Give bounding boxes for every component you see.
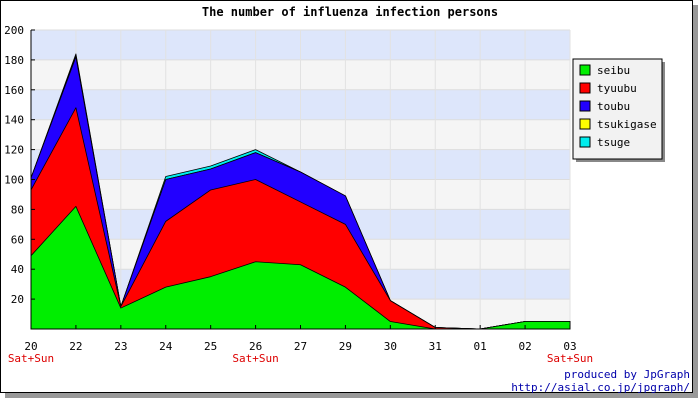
legend: seibu tyuubu toubu tsukigase tsuge — [572, 58, 665, 162]
y-tick-label: 200 — [4, 24, 24, 37]
legend-swatch-seibu — [579, 64, 591, 76]
y-tick-label: 140 — [4, 114, 24, 127]
legend-swatch-toubu — [579, 100, 591, 112]
x-tick-label: 24 — [159, 340, 173, 353]
y-tick-label: 40 — [11, 263, 24, 276]
series-areas — [30, 53, 571, 330]
x-tick-label: 30 — [384, 340, 397, 353]
y-axis-tick-labels: 20 40 60 80 100 120 140 160 180 200 — [4, 24, 24, 306]
legend-swatch-tsukigase — [579, 118, 591, 130]
weekend-label: Sat+Sun — [8, 352, 54, 365]
legend-swatch-tyuubu — [579, 82, 591, 94]
legend-label-tyuubu: tyuubu — [597, 82, 637, 95]
y-tick-label: 100 — [4, 174, 24, 187]
axes — [30, 29, 571, 330]
y-tick-label: 180 — [4, 54, 24, 67]
chart-title: The number of influenza infection person… — [202, 5, 498, 19]
y-tick-label: 120 — [4, 144, 24, 157]
legend-label-tsuge: tsuge — [597, 136, 630, 149]
x-tick-label: 01 — [474, 340, 487, 353]
y-tick-label: 160 — [4, 84, 24, 97]
x-tick-label: 22 — [69, 340, 82, 353]
x-tick-label: 20 — [24, 340, 37, 353]
legend-label-tsukigase: tsukigase — [597, 118, 657, 131]
legend-swatch-tsuge — [579, 136, 591, 148]
weekend-label: Sat+Sun — [547, 352, 593, 365]
weekend-labels: Sat+Sun Sat+Sun Sat+Sun — [8, 352, 593, 365]
y-tick-label: 20 — [11, 293, 24, 306]
footer-credit: produced by JpGraph — [564, 368, 690, 381]
x-tick-label: 31 — [429, 340, 442, 353]
area-seibu — [30, 206, 571, 330]
x-tick-label: 23 — [114, 340, 127, 353]
x-axis-tick-labels: 20 22 23 24 25 26 27 29 30 31 01 02 03 — [24, 340, 576, 353]
y-tick-label: 60 — [11, 233, 24, 246]
x-tick-label: 29 — [339, 340, 352, 353]
x-tick-label: 26 — [249, 340, 262, 353]
x-tick-label: 03 — [563, 340, 576, 353]
legend-label-toubu: toubu — [597, 100, 630, 113]
y-tick-label: 80 — [11, 203, 24, 216]
legend-label-seibu: seibu — [597, 64, 630, 77]
x-tick-label: 25 — [204, 340, 217, 353]
x-tick-label: 02 — [518, 340, 531, 353]
footer-url[interactable]: http://asial.co.jp/jpgraph/ — [511, 381, 690, 394]
x-tick-label: 27 — [294, 340, 307, 353]
weekend-label: Sat+Sun — [232, 352, 278, 365]
